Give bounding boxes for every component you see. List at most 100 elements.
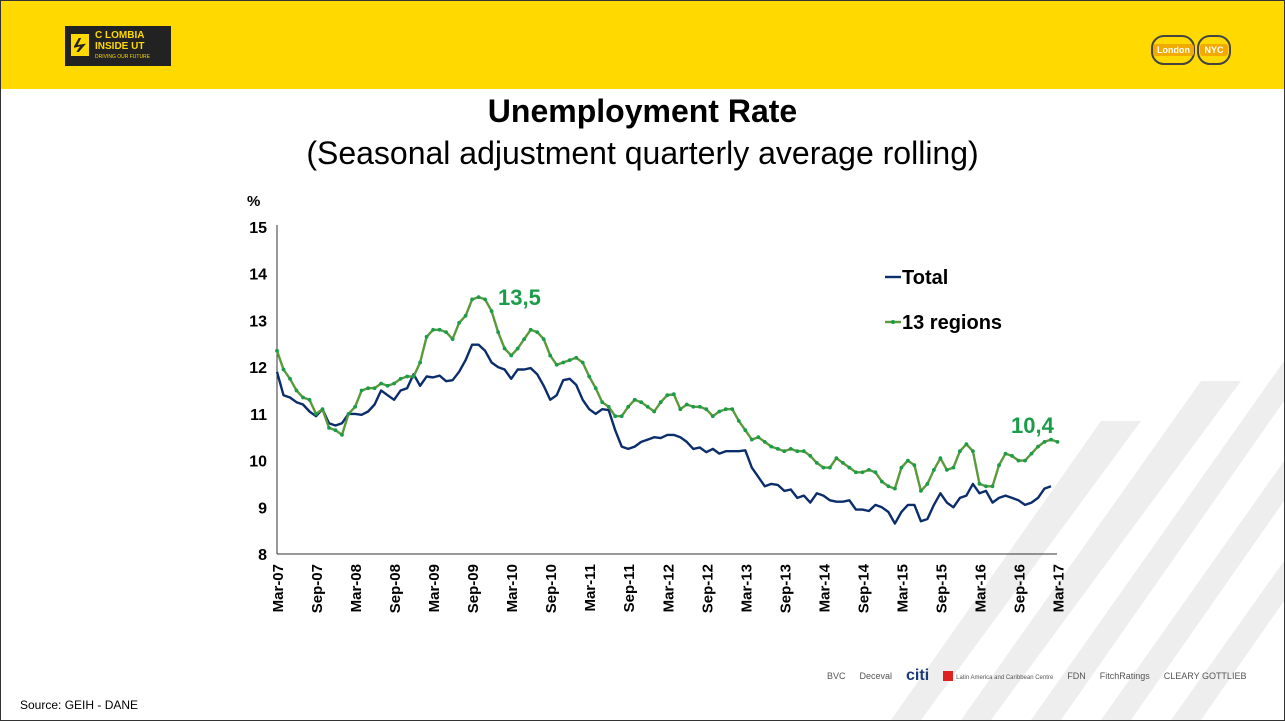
x-tick-label: Mar-14 (816, 563, 833, 612)
x-tick-label: Sep-12 (699, 564, 716, 613)
data-point-13-regions (984, 484, 988, 489)
sponsor-deceval: Deceval (859, 671, 893, 681)
x-tick-label: Mar-15 (894, 564, 911, 612)
data-point-13-regions (418, 360, 422, 365)
data-point-13-regions (801, 449, 806, 454)
data-point-13-regions (463, 313, 468, 318)
data-point-13-regions (476, 295, 481, 299)
data-point-13-regions (392, 381, 396, 386)
x-tick-label: Mar-10 (504, 564, 521, 612)
data-point-13-regions (762, 440, 767, 444)
data-point-13-regions (971, 449, 975, 454)
logo-tagline: DRIVING OUR FUTURE (95, 54, 150, 60)
data-point-13-regions (808, 454, 813, 458)
data-point-13-regions (769, 444, 774, 449)
data-point-13-regions (1055, 440, 1060, 444)
data-point-13-regions (405, 374, 409, 379)
data-point-13-regions (710, 414, 715, 419)
data-point-13-regions (1042, 440, 1047, 444)
data-point-13-regions (528, 327, 533, 332)
data-point-13-regions (860, 470, 865, 475)
x-tick-label: Sep-07 (309, 564, 326, 613)
data-point-13-regions (684, 402, 689, 407)
x-tick-label: Sep-16 (1011, 564, 1028, 613)
data-point-13-regions (938, 456, 943, 461)
x-tick-label: Sep-11 (621, 564, 638, 612)
data-point-13-regions (385, 383, 390, 388)
x-tick-label: Sep-10 (543, 564, 560, 613)
chart-subtitle: (Seasonal adjustment quarterly average r… (306, 135, 979, 171)
data-point-13-regions (775, 447, 780, 451)
london-badge: London (1151, 35, 1195, 65)
data-point-13-regions (619, 414, 624, 419)
data-point-13-regions (502, 346, 507, 351)
data-point-13-regions (854, 470, 858, 475)
data-point-13-regions (398, 376, 403, 381)
sponsor-fdn: FDN (1067, 671, 1086, 681)
data-point-13-regions (906, 458, 910, 463)
data-point-13-regions (951, 465, 956, 470)
data-point-13-regions (977, 482, 982, 486)
data-point-13-regions (743, 428, 748, 433)
data-point-13-regions (411, 374, 416, 379)
data-point-13-regions (834, 456, 839, 461)
data-point-13-regions (645, 404, 650, 409)
data-point-13-regions (561, 360, 566, 365)
data-point-13-regions (496, 330, 500, 334)
data-point-13-regions (1010, 454, 1014, 458)
data-point-13-regions (294, 388, 299, 393)
data-point-13-regions (730, 407, 735, 412)
data-point-13-regions (366, 386, 370, 391)
data-point-13-regions (489, 309, 494, 313)
y-tick-label: 8 (258, 547, 267, 564)
data-point-13-regions (867, 468, 871, 472)
data-point-13-regions (841, 461, 845, 465)
y-tick-label: 9 (258, 500, 267, 517)
data-point-13-regions (548, 353, 553, 358)
data-point-13-regions (580, 360, 585, 365)
logo-text-line1: C LOMBIA (95, 30, 145, 41)
data-point-13-regions (736, 419, 741, 423)
data-point-13-regions (333, 428, 338, 433)
data-point-13-regions (483, 297, 487, 302)
data-point-13-regions (431, 327, 435, 332)
x-tick-label: Sep-08 (387, 564, 404, 613)
bolt-icon (71, 34, 89, 56)
x-tick-label: Mar-07 (270, 564, 287, 612)
y-tick-label: 10 (249, 454, 267, 471)
y-tick-label: 11 (250, 407, 267, 424)
data-point-13-regions (893, 486, 897, 491)
data-point-13-regions (301, 395, 305, 400)
data-point-13-regions (932, 468, 936, 472)
y-tick-label: 14 (249, 267, 267, 284)
data-point-13-regions (847, 465, 852, 470)
data-point-13-regions (958, 449, 962, 454)
data-point-13-regions (912, 463, 917, 468)
sponsor-lacc: Latin America and Caribbean Centre (943, 671, 1053, 682)
side-watermark (41, 521, 61, 651)
data-point-13-regions (353, 404, 357, 409)
x-tick-label: Sep-13 (777, 564, 794, 613)
data-point-13-regions (288, 376, 292, 381)
data-point-13-regions (964, 442, 969, 447)
data-point-13-regions (697, 404, 702, 409)
sponsor-cleary: CLEARY GOTTLIEB (1163, 671, 1247, 681)
data-point-13-regions (828, 465, 832, 470)
sponsor-lacc-text: Latin America and Caribbean Centre (956, 674, 1054, 681)
data-point-13-regions (340, 433, 344, 437)
data-point-13-regions (444, 330, 448, 334)
x-tick-label: Mar-08 (348, 564, 365, 612)
y-tick-label: 12 (249, 360, 267, 377)
annotation-peak: 13,5 (498, 285, 541, 310)
data-point-13-regions (886, 484, 891, 489)
london-label: London (1153, 44, 1194, 56)
data-point-13-regions (880, 479, 884, 484)
x-tick-label: Sep-09 (465, 564, 482, 613)
x-tick-label: Mar-12 (660, 564, 677, 612)
logo-text-line2: INSIDE UT (95, 41, 145, 52)
data-point-13-regions (658, 400, 663, 405)
data-point-13-regions (788, 447, 793, 451)
red-square-icon (943, 671, 954, 682)
legend-label-total: Total (902, 267, 948, 289)
